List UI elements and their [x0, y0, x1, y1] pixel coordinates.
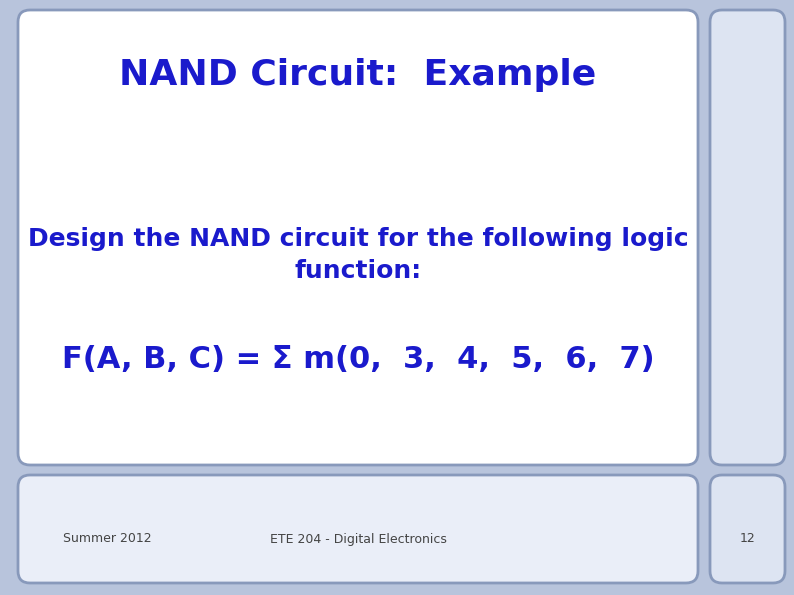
Text: F(A, B, C) = Σ m(0,  3,  4,  5,  6,  7): F(A, B, C) = Σ m(0, 3, 4, 5, 6, 7): [62, 346, 654, 374]
Text: ETE 204 - Digital Electronics: ETE 204 - Digital Electronics: [269, 533, 446, 546]
Text: 12: 12: [740, 533, 755, 546]
FancyBboxPatch shape: [710, 10, 785, 465]
FancyBboxPatch shape: [710, 475, 785, 583]
Text: Design the NAND circuit for the following logic
function:: Design the NAND circuit for the followin…: [28, 227, 688, 283]
FancyBboxPatch shape: [18, 475, 698, 583]
Text: NAND Circuit:  Example: NAND Circuit: Example: [119, 58, 596, 92]
FancyBboxPatch shape: [18, 10, 698, 465]
Text: Summer 2012: Summer 2012: [63, 533, 152, 546]
